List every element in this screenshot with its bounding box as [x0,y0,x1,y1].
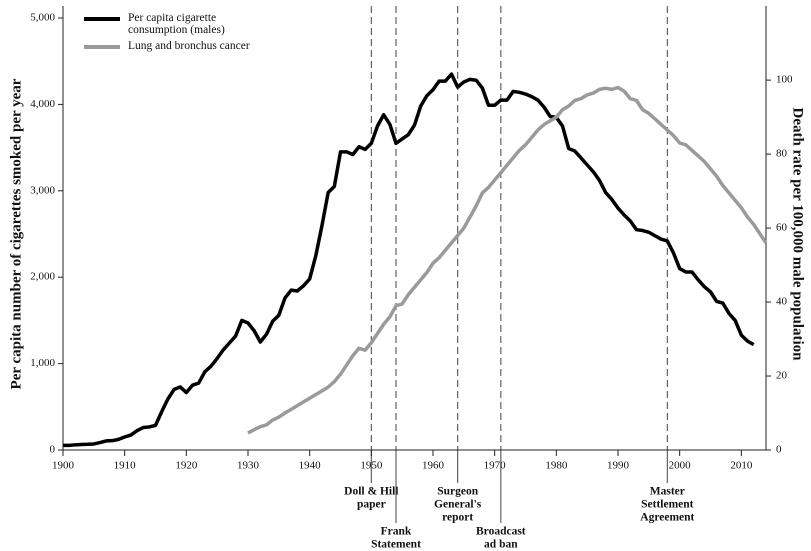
annotation-label: report [442,512,473,524]
y2-tick-label: 60 [776,222,788,234]
y-tick-label: 4,000 [30,98,55,110]
y-tick-label: 1,000 [30,357,55,369]
x-tick-label: 1930 [237,460,260,472]
annotation-label: ad ban [484,539,518,551]
y2-tick-label: 100 [776,74,793,86]
x-tick-label: 1920 [175,460,198,472]
y2-tick-label: 20 [776,370,788,382]
y2-tick-label: 80 [776,148,788,160]
annotation-label: Agreement [640,512,694,524]
series-line [247,85,768,435]
y-axis-title: Per capita number of cigarettes smoked p… [8,78,24,389]
x-tick-label: 1960 [422,460,445,472]
y-tick-label: 2,000 [30,271,55,283]
y2-axis-title: Death rate per 100,000 male population [790,107,806,361]
x-tick-label: 1970 [484,460,507,472]
legend-label: Per capita cigarette consumption (males) [128,12,225,36]
y2-tick-label: 40 [776,296,788,308]
annotation-label: Doll & Hill [344,486,398,498]
x-tick-label: 1950 [360,460,383,472]
x-tick-label: 1990 [607,460,630,472]
legend-swatch [84,17,120,21]
annotation-label: Statement [371,539,421,551]
annotation-label: Settlement [641,499,694,511]
legend-item: Per capita cigarette consumption (males) [84,12,284,36]
y-tick-label: 5,000 [30,12,55,24]
series-line [62,72,755,448]
annotation-label: Surgeon [437,486,479,498]
annotation-label: General's [434,499,482,511]
legend-swatch [84,45,120,49]
annotation-label: Master [650,486,685,498]
annotation-label: Frank [381,526,412,538]
x-tick-label: 1900 [52,460,75,472]
legend-label: Lung and bronchus cancer [128,40,250,52]
y-tick-label: 0 [50,444,56,456]
y-tick-label: 3,000 [30,184,55,196]
legend-item: Lung and bronchus cancer [84,40,284,52]
x-tick-label: 1980 [545,460,568,472]
annotation-label: Broadcast [476,526,526,538]
x-tick-label: 1910 [114,460,137,472]
y2-tick-label: 0 [776,444,782,456]
x-tick-label: 1940 [299,460,322,472]
x-tick-label: 2000 [669,460,692,472]
x-tick-label: 2010 [730,460,753,472]
legend: Per capita cigarette consumption (males)… [84,12,284,56]
annotation-label: paper [357,499,386,511]
